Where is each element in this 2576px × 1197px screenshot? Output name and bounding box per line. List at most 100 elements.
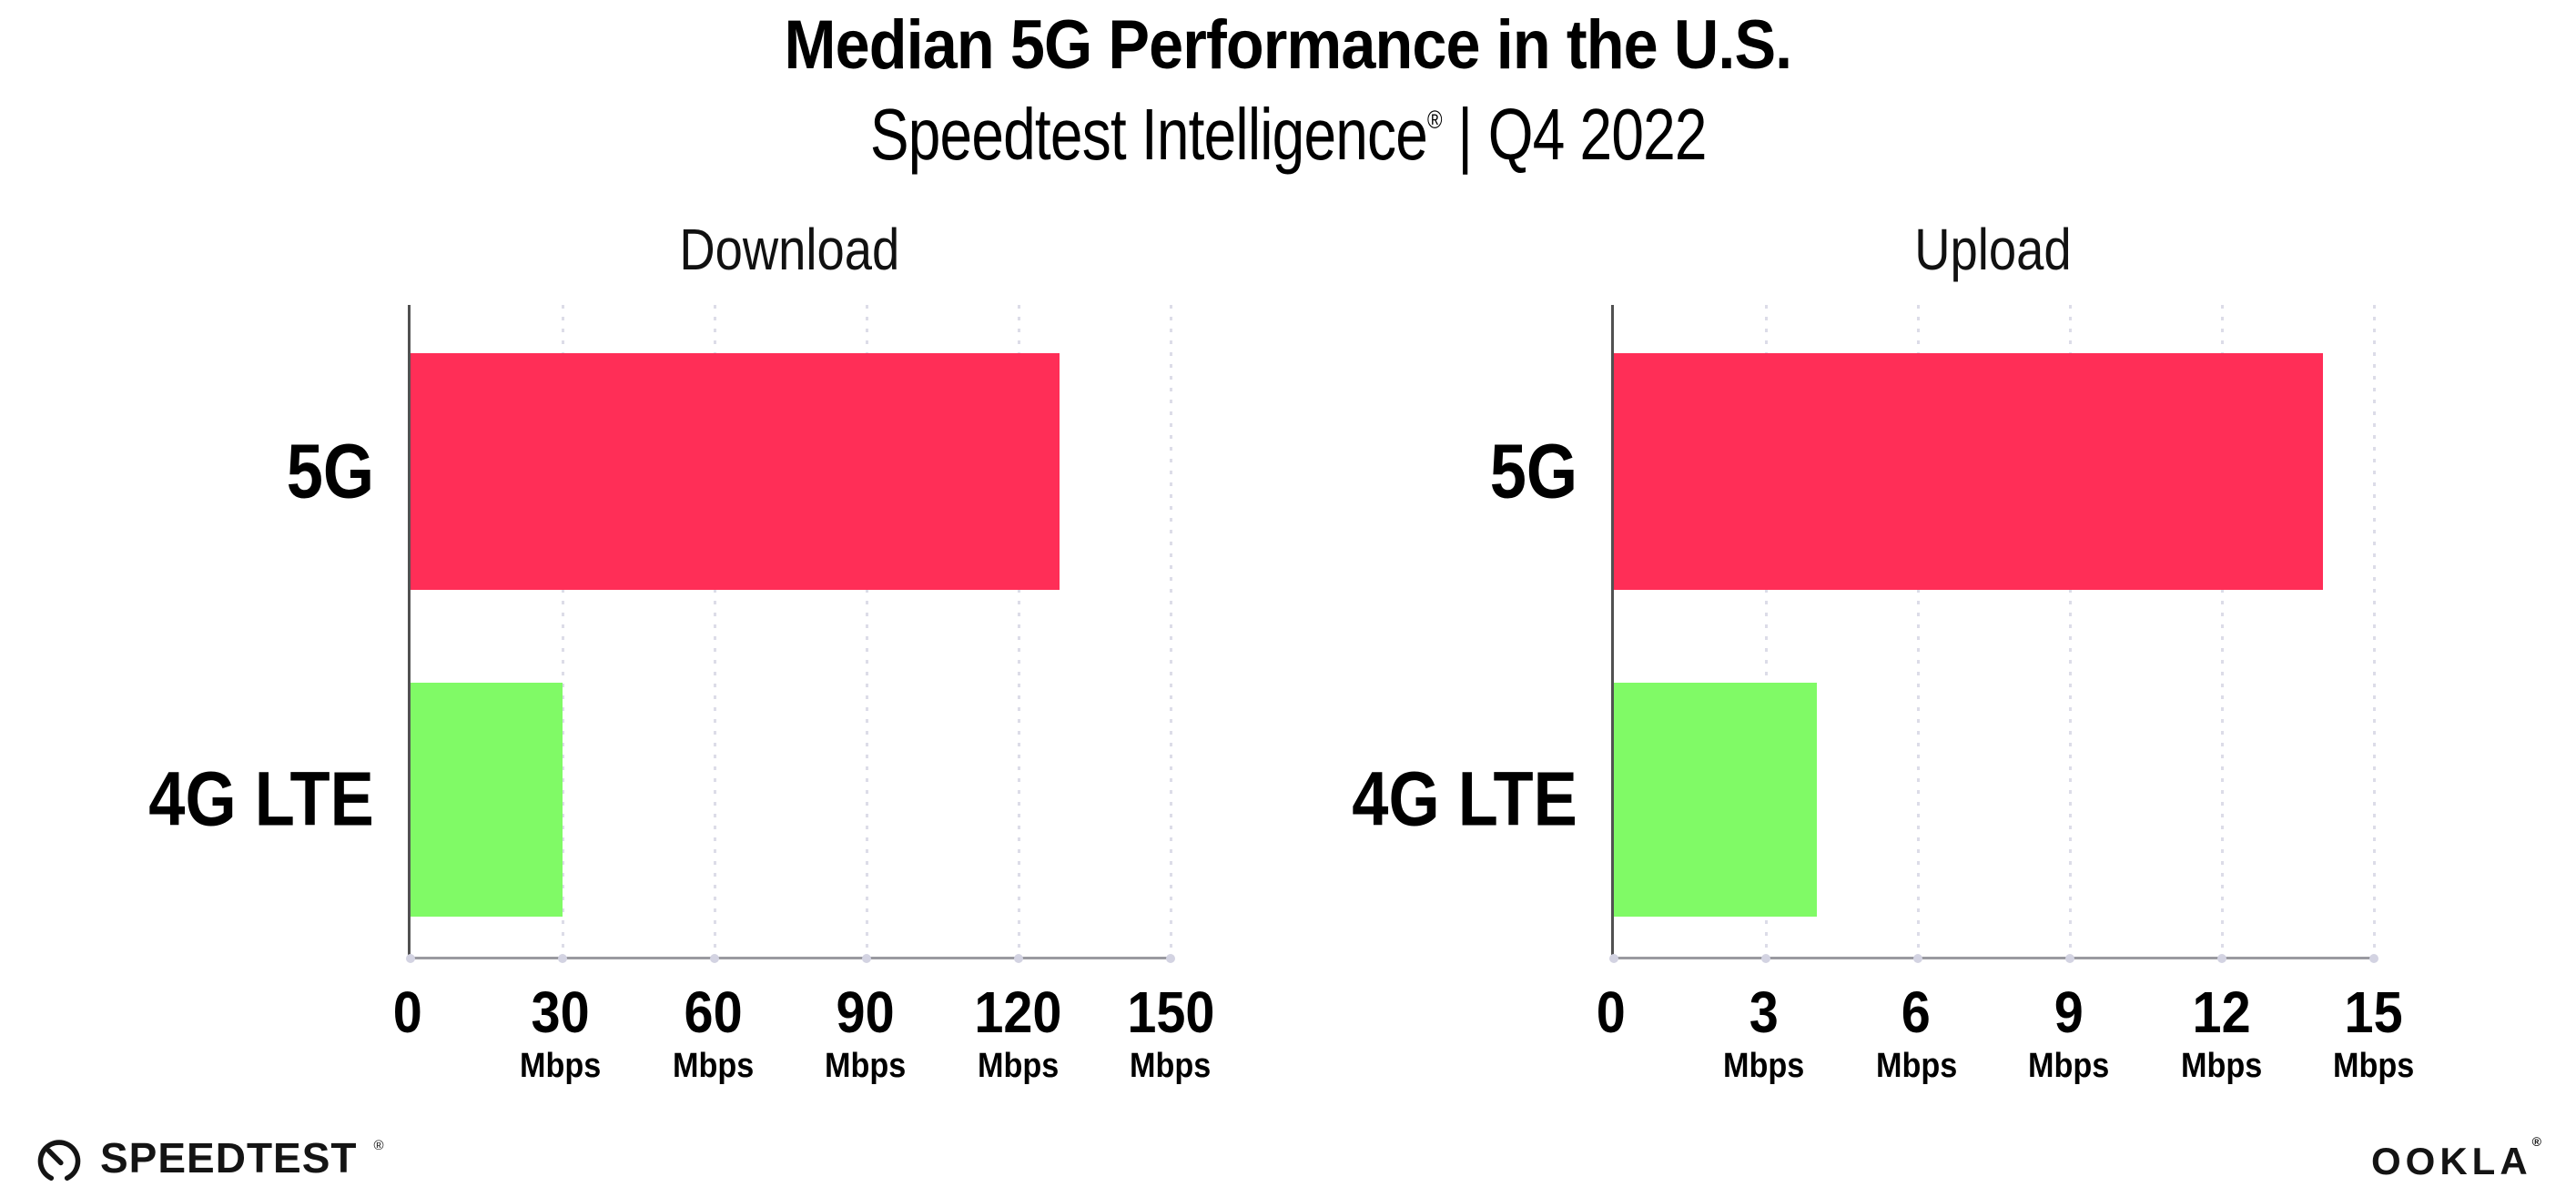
axis-tick-dot-upload-6 [1913,954,1922,963]
axis-tick-dot-download-150 [1166,954,1175,963]
x-tick-value-download-0: 0 [271,983,544,1041]
x-tick-unit-upload-9: Mbps [1932,1049,2206,1083]
x-tick-unit-download-120: Mbps [881,1049,1154,1083]
x-tick-inner-download-150: 150 Mbps [1034,983,1307,1083]
subtitle-divider: | [1457,94,1473,175]
ookla-wordmark: OOKLA [2371,1140,2532,1182]
x-tick-value-download-120: 120 [881,983,1154,1041]
x-tick-unit-text-upload-6: Mbps [1875,1047,1957,1085]
x-tick-unit-upload-3: Mbps [1628,1049,1901,1083]
gridline-upload-12 [2221,305,2224,957]
x-tick-value-text-upload-3: 3 [1749,979,1779,1045]
gridline-download-150 [1170,305,1172,957]
x-tick-value-text-download-60: 60 [684,979,743,1045]
ookla-logo: OOKLA® [2371,1134,2541,1183]
bar-4g-lte-upload [1614,682,1817,917]
chart-title-download: Download [408,216,1171,283]
x-tick-unit-text-download-150: Mbps [1130,1047,1212,1085]
gridline-upload-15 [2373,305,2376,957]
axis-tick-dot-download-90 [862,954,871,963]
chart-title-text-download: Download [679,217,899,282]
x-tick-inner-download-60: 60 Mbps [576,983,849,1083]
gridline-download-60 [714,305,716,957]
ookla-registered-mark: ® [2531,1134,2541,1149]
plot-area-download: 5G 4G LTE [148,305,1175,963]
axis-tick-dot-download-120 [1014,954,1023,963]
category-label-text-5g-download: 5G [286,428,374,514]
category-label-text-5g-upload: 5G [1489,428,1577,514]
x-tick-value-download-90: 90 [729,983,1002,1041]
gridline-download-120 [1018,305,1020,957]
x-tick-value-text-upload-0: 0 [1596,979,1627,1045]
x-tick-value-upload-0: 0 [1475,983,1748,1041]
x-tick-inner-upload-9: 9 Mbps [1932,983,2206,1083]
gridline-upload-3 [1765,305,1768,957]
category-label-text-4g-lte-download: 4G LTE [148,756,374,842]
gridline-upload-9 [2069,305,2072,957]
category-label-5g-upload: 5G [1476,427,1577,515]
axis-tick-dot-upload-15 [2369,954,2378,963]
x-tick-value-text-upload-12: 12 [2192,979,2251,1045]
chart-title-upload: Upload [1611,216,2374,283]
x-tick-value-text-upload-15: 15 [2344,979,2404,1045]
speedtest-registered-mark: ® [373,1137,384,1153]
x-tick-inner-upload-0: 0 [1475,983,1748,1041]
gridline-download-90 [866,305,868,957]
x-tick-unit-text-download-90: Mbps [825,1047,907,1085]
x-tick-value-upload-15: 15 [2237,983,2510,1041]
speedtest-wordmark: SPEEDTEST [100,1134,358,1182]
x-tick-value-text-download-90: 90 [836,979,895,1045]
x-tick-value-download-150: 150 [1034,983,1307,1041]
x-tick-unit-upload-15: Mbps [2237,1049,2510,1083]
x-tick-unit-text-upload-15: Mbps [2333,1047,2415,1085]
x-tick-value-text-download-30: 30 [531,979,590,1045]
x-tick-value-upload-6: 6 [1780,983,2053,1041]
x-tick-inner-download-90: 90 Mbps [729,983,1002,1083]
x-tick-inner-upload-6: 6 Mbps [1780,983,2053,1083]
x-tick-unit-download-90: Mbps [729,1049,1002,1083]
x-tick-value-text-download-120: 120 [974,979,1062,1045]
page-title: Median 5G Performance in the U.S. [0,5,2576,85]
x-tick-value-text-download-0: 0 [392,979,423,1045]
x-tick-inner-download-30: 30 Mbps [424,983,697,1083]
axis-tick-dot-upload-0 [1609,954,1618,963]
category-label-4g-lte-upload: 4G LTE [1315,756,1577,844]
bar-5g-download [411,352,1060,591]
axis-tick-dot-upload-12 [2217,954,2226,963]
chart-title-text-upload: Upload [1913,217,2072,282]
gridline-upload-6 [1917,305,1920,957]
x-tick-value-text-upload-9: 9 [2054,979,2084,1045]
category-label-4g-lte-download: 4G LTE [112,756,374,844]
x-tick-unit-text-upload-12: Mbps [2180,1047,2263,1085]
page-title-text: Median 5G Performance in the U.S. [784,6,1793,84]
x-tick-value-download-60: 60 [576,983,849,1041]
axis-tick-dot-download-30 [558,954,567,963]
x-tick-inner-upload-15: 15 Mbps [2237,983,2510,1083]
x-tick-inner-download-120: 120 Mbps [881,983,1154,1083]
speedtest-gauge-icon [37,1140,81,1182]
registered-trademark-mark: ® [1426,106,1442,135]
x-tick-inner-download-0: 0 [271,983,544,1041]
x-tick-inner-upload-12: 12 Mbps [2084,983,2358,1083]
bar-5g-upload [1614,352,2324,591]
x-tick-unit-upload-12: Mbps [2084,1049,2358,1083]
upload-chart: Upload 5G 4G LTE 0 3 Mbps 6 Mbps 9 Mbps 12 Mbps 15 Mb… [1352,217,2414,1083]
page-subtitle: Speedtest Intelligence® | Q4 2022 [0,93,2576,177]
subtitle-period: Q4 2022 [1487,94,1707,175]
x-tick-value-upload-9: 9 [1932,983,2206,1041]
x-tick-unit-download-150: Mbps [1034,1049,1307,1083]
x-tick-unit-text-download-60: Mbps [672,1047,754,1085]
gridline-download-30 [562,305,564,957]
x-tick-value-upload-3: 3 [1628,983,1901,1041]
axis-tick-dot-upload-3 [1761,954,1770,963]
x-tick-unit-text-download-30: Mbps [519,1047,602,1085]
x-tick-unit-download-60: Mbps [576,1049,849,1083]
x-tick-unit-download-30: Mbps [424,1049,697,1083]
x-tick-value-upload-12: 12 [2084,983,2358,1041]
page-subtitle-text: Speedtest Intelligence® | Q4 2022 [870,93,1708,177]
x-tick-unit-text-upload-3: Mbps [1722,1047,1805,1085]
speedtest-logo: SPEEDTEST ® [33,1131,384,1184]
bar-4g-lte-download [411,682,563,917]
axis-tick-dot-upload-9 [2065,954,2074,963]
